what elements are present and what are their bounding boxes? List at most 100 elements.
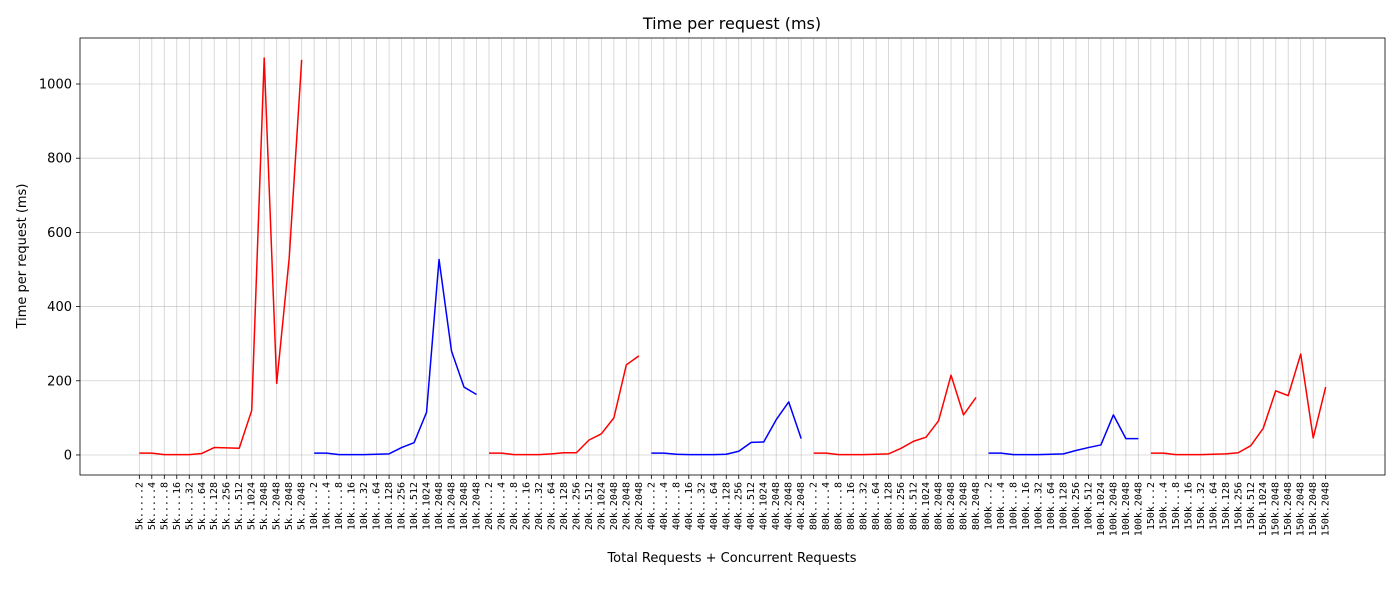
plot-frame xyxy=(79,37,1386,476)
x-tick-label: 40k...64 xyxy=(709,482,720,530)
x-tick-label: 150k.1024 xyxy=(1258,482,1269,536)
x-tick-label: 80k..256 xyxy=(896,482,907,530)
x-tick-label: 10k...64 xyxy=(372,482,383,530)
x-tick-label: 100k...2 xyxy=(984,482,995,530)
x-tick-label: 10k..256 xyxy=(397,482,408,530)
x-tick-label: 20k...64 xyxy=(546,482,557,530)
x-tick-label: 10k..512 xyxy=(409,482,420,530)
x-tick-label: 150k.256 xyxy=(1233,482,1244,530)
x-tick-label: 150k...4 xyxy=(1158,482,1169,530)
x-tick-label: 150k...2 xyxy=(1146,482,1157,530)
x-tick-label: 20k.1024 xyxy=(596,482,607,530)
x-tick-label: 150k...8 xyxy=(1171,482,1182,530)
x-tick-label: 80k....2 xyxy=(809,482,820,530)
x-tick-label: 20k....8 xyxy=(509,482,520,530)
y-tick-label: 800 xyxy=(47,152,72,167)
x-tick-label: 5k..2048 xyxy=(297,482,308,530)
line-series xyxy=(988,414,1139,456)
line-series xyxy=(139,57,303,456)
x-tick-label: 150k..16 xyxy=(1183,482,1194,530)
y-tick-label: 400 xyxy=(47,300,72,315)
x-tick-label: 20k.2048 xyxy=(621,482,632,530)
x-tick-label: 10k....2 xyxy=(309,482,320,530)
x-tick-label: 150k.128 xyxy=(1221,482,1232,530)
x-tick-label: 100k.2048 xyxy=(1133,482,1144,536)
x-tick-label: 150k.2048 xyxy=(1296,482,1307,536)
x-tick-label: 40k.2048 xyxy=(796,482,807,530)
x-tick-label: 10k...16 xyxy=(347,482,358,530)
x-axis-label: Total Requests + Concurrent Requests xyxy=(606,551,856,566)
x-tick-label: 20k..512 xyxy=(584,482,595,530)
x-tick-label: 5k...128 xyxy=(209,482,220,530)
x-tick-label: 100k.2048 xyxy=(1121,482,1132,536)
y-tick-label: 600 xyxy=(47,226,72,241)
x-tick-label: 5k.....4 xyxy=(147,482,158,530)
x-tick-label: 40k.1024 xyxy=(759,482,770,530)
x-tick-label: 100k.2048 xyxy=(1108,482,1119,536)
x-tick-label: 20k...16 xyxy=(521,482,532,530)
x-tick-label: 20k..256 xyxy=(571,482,582,530)
x-tick-label: 20k.2048 xyxy=(634,482,645,530)
x-tick-label: 10k.2048 xyxy=(447,482,458,530)
x-tick-label: 20k....4 xyxy=(496,482,507,530)
x-tick-label: 20k.2048 xyxy=(609,482,620,530)
x-tick-label: 80k.2048 xyxy=(934,482,945,530)
line-series xyxy=(314,258,477,456)
x-tick-label: 150k.2048 xyxy=(1271,482,1282,536)
x-tick-label: 100k.256 xyxy=(1071,482,1082,530)
x-tick-label: 10k.2048 xyxy=(459,482,470,530)
x-tick-label: 20k....2 xyxy=(484,482,495,530)
x-tick-label: 80k..512 xyxy=(909,482,920,530)
x-tick-label: 40k....4 xyxy=(659,482,670,530)
x-tick-label: 5k..2048 xyxy=(259,482,270,530)
y-tick-label: 1000 xyxy=(39,78,72,93)
x-tick-label: 80k....4 xyxy=(821,482,832,530)
x-tick-label: 100k...4 xyxy=(996,482,1007,530)
x-tick-label: 40k.2048 xyxy=(784,482,795,530)
x-tick-label: 5k.....8 xyxy=(159,482,170,530)
x-tick-label: 150k.512 xyxy=(1246,482,1257,530)
x-tick-label: 100k..16 xyxy=(1021,482,1032,530)
x-tick-label: 80k.2048 xyxy=(946,482,957,530)
y-tick-label: 200 xyxy=(47,374,72,389)
line-series xyxy=(813,374,977,456)
x-tick-label: 10k.1024 xyxy=(422,482,433,530)
line-series xyxy=(651,401,802,456)
x-tick-label: 80k.2048 xyxy=(959,482,970,530)
x-tick-label: 10k.2048 xyxy=(434,482,445,530)
x-tick-label: 5k....16 xyxy=(172,482,183,530)
x-tick-label: 40k..256 xyxy=(734,482,745,530)
x-tick-label: 10k....4 xyxy=(322,482,333,530)
x-tick-label: 40k..512 xyxy=(746,482,757,530)
x-tick-label: 10k..128 xyxy=(384,482,395,530)
x-tick-label: 5k..2048 xyxy=(272,482,283,530)
x-tick-label: 150k..32 xyxy=(1196,482,1207,530)
y-tick-label: 0 xyxy=(64,448,72,463)
x-tick-label: 80k.1024 xyxy=(921,482,932,530)
x-tick-label: 10k...32 xyxy=(359,482,370,530)
line-series xyxy=(488,355,640,456)
x-tick-label: 150k..64 xyxy=(1208,482,1219,530)
x-tick-label: 100k.1024 xyxy=(1096,482,1107,536)
x-tick-label: 80k.2048 xyxy=(971,482,982,530)
chart-title: Time per request (ms) xyxy=(642,14,821,33)
x-tick-label: 20k..128 xyxy=(559,482,570,530)
x-tick-label: 150k.2048 xyxy=(1283,482,1294,536)
x-tick-label: 80k...64 xyxy=(871,482,882,530)
x-tick-label: 5k...256 xyxy=(222,482,233,530)
x-tick-label: 80k....8 xyxy=(834,482,845,530)
x-tick-label: 100k...8 xyxy=(1008,482,1019,530)
line-series xyxy=(1150,353,1327,456)
x-tick-label: 80k...32 xyxy=(859,482,870,530)
y-axis-label: Time per request (ms) xyxy=(15,184,30,330)
x-tick-label: 100k.512 xyxy=(1083,482,1094,530)
x-tick-label: 80k..128 xyxy=(884,482,895,530)
x-tick-label: 100k.128 xyxy=(1058,482,1069,530)
x-tick-label: 100k..64 xyxy=(1046,482,1057,530)
x-tick-label: 40k...16 xyxy=(684,482,695,530)
x-tick-label: 5k....32 xyxy=(184,482,195,530)
x-tick-label: 10k.2048 xyxy=(471,482,482,530)
x-tick-label: 10k....8 xyxy=(334,482,345,530)
x-tick-label: 5k.....2 xyxy=(134,482,145,530)
